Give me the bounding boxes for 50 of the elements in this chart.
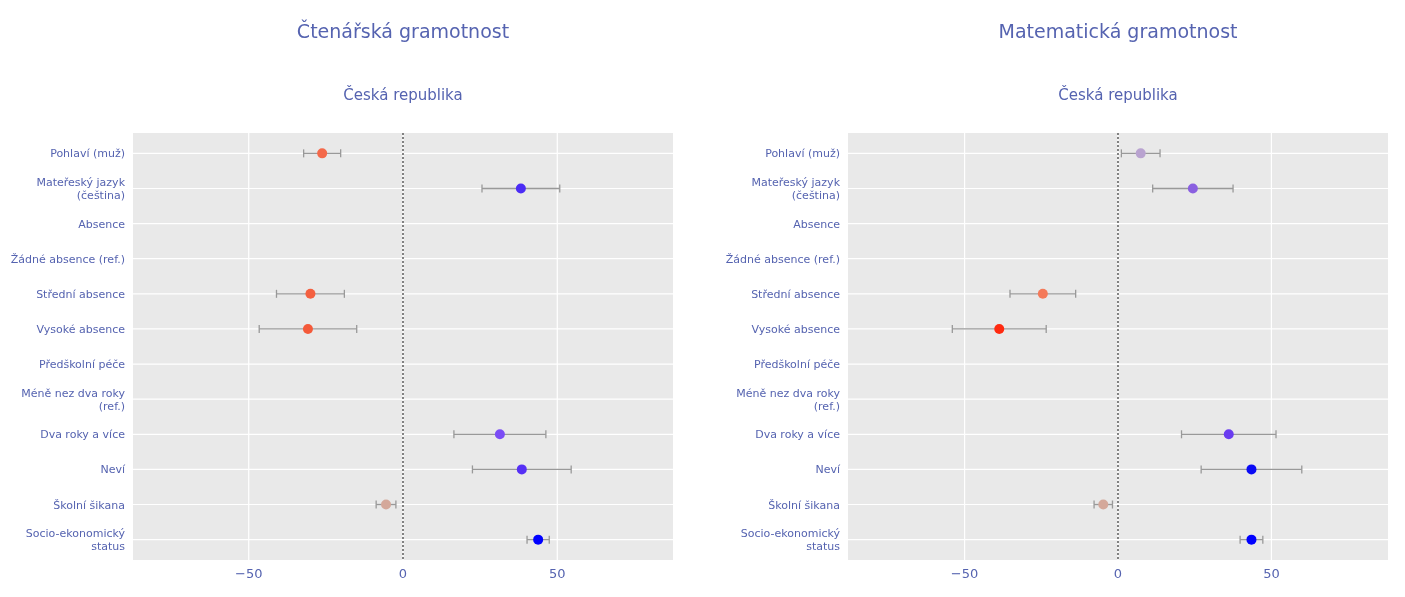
y-tick-label: Dva roky a více <box>40 428 126 442</box>
y-tick-label: Pohlaví (muž) <box>50 147 125 161</box>
x-tick-label: 50 <box>549 566 566 581</box>
chart-subtitle: Česká republika <box>1058 85 1178 104</box>
x-tick-label: 0 <box>1113 566 1123 581</box>
y-tick-label: Vysoké absence <box>36 322 126 336</box>
y-tick-label: Absence <box>793 217 841 231</box>
y-tick-label: Střední absence <box>36 287 126 301</box>
x-tick-label: −50 <box>950 566 979 581</box>
y-tick-label: Neví <box>100 463 126 477</box>
y-tick-label: Méně nez dva roky (ref.) <box>21 386 126 413</box>
point <box>1246 464 1257 475</box>
y-tick-label: Socio-ekonomický status <box>25 527 126 554</box>
point <box>1223 429 1234 440</box>
chart-subtitle: Česká republika <box>343 85 463 104</box>
point <box>515 183 526 194</box>
y-tick-label: Školní šikana <box>768 498 840 512</box>
point <box>994 323 1005 334</box>
y-tick-label: Dva roky a více <box>755 428 841 442</box>
point <box>1187 183 1198 194</box>
point <box>494 429 505 440</box>
y-tick-label: Vysoké absence <box>751 322 841 336</box>
y-tick-label: Socio-ekonomický status <box>740 527 841 554</box>
chart-title: Matematická gramotnost <box>998 20 1238 42</box>
x-tick-label: −50 <box>235 566 263 581</box>
y-tick-label: Střední absence <box>751 287 841 301</box>
point <box>381 499 392 510</box>
y-tick-label: Mateřeský jazyk (čeština) <box>36 175 126 202</box>
y-tick-label: Méně nez dva roky (ref.) <box>736 386 841 413</box>
point <box>1246 534 1257 545</box>
chart-title: Čtenářská gramotnost <box>296 19 510 42</box>
y-tick-label: Neví <box>815 463 841 477</box>
y-tick-label: Pohlaví (muž) <box>765 147 840 161</box>
y-tick-label: Předškolní péče <box>38 358 126 372</box>
y-tick-label: Školní šikana <box>53 498 125 512</box>
point <box>516 464 527 475</box>
point <box>1037 288 1048 299</box>
x-tick-label: 50 <box>1263 566 1280 581</box>
point <box>1135 148 1146 159</box>
x-tick-label: 0 <box>398 566 408 581</box>
y-tick-label: Mateřeský jazyk (čeština) <box>751 175 841 202</box>
y-tick-label: Předškolní péče <box>753 358 841 372</box>
point <box>305 288 316 299</box>
y-tick-label: Žádné absence (ref.) <box>725 252 840 266</box>
point <box>317 148 328 159</box>
y-tick-label: Žádné absence (ref.) <box>10 252 125 266</box>
point <box>1098 499 1109 510</box>
point <box>302 323 313 334</box>
point <box>533 534 544 545</box>
y-tick-label: Absence <box>78 217 126 231</box>
